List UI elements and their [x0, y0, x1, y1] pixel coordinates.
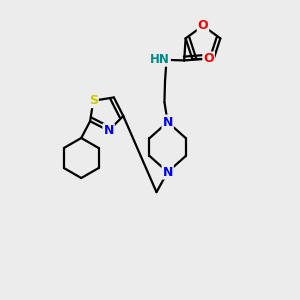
- Text: N: N: [103, 124, 114, 137]
- Text: S: S: [89, 94, 98, 107]
- Text: O: O: [203, 52, 214, 65]
- Text: O: O: [198, 19, 208, 32]
- Text: N: N: [163, 166, 173, 178]
- Text: HN: HN: [150, 53, 170, 66]
- Text: N: N: [163, 116, 173, 128]
